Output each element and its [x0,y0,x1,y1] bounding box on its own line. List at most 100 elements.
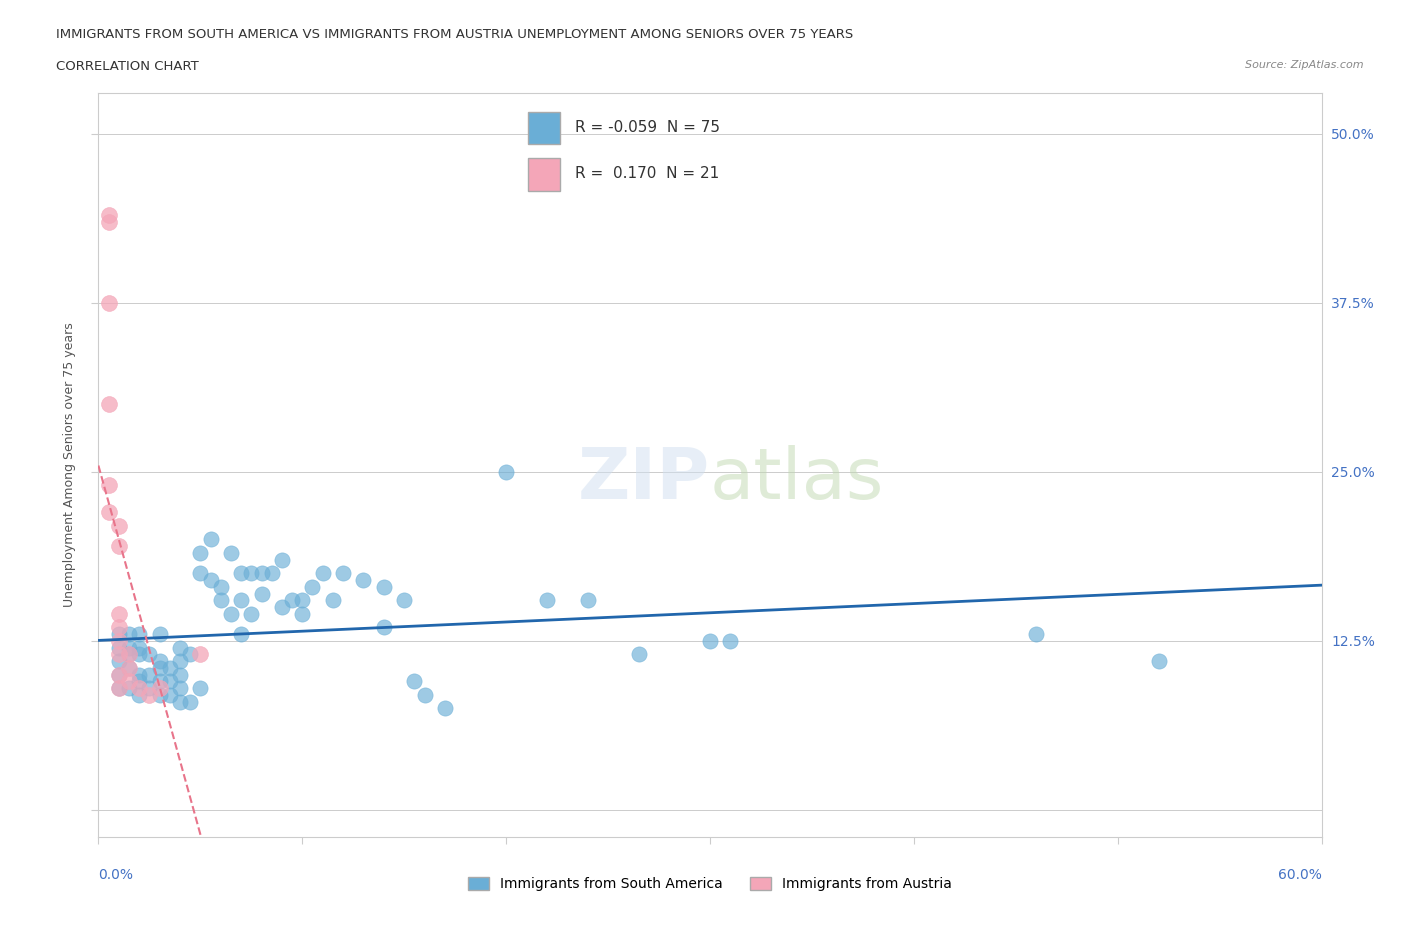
Point [188,565,212,580]
Point [291,592,314,607]
Point [128,687,150,702]
Point [118,640,141,655]
Point [97,397,120,412]
Point [332,565,354,580]
Point [169,667,191,682]
Point [108,633,131,648]
Point [118,627,141,642]
Text: ZIP: ZIP [578,445,710,514]
Point [149,627,172,642]
Point [159,674,181,689]
Point [576,592,599,607]
Point [149,687,172,702]
Point [149,681,172,696]
Point [404,674,426,689]
Point [1147,654,1170,669]
Point [118,681,141,696]
Point [495,464,517,479]
Text: R = -0.059  N = 75: R = -0.059 N = 75 [575,120,720,135]
Point [536,592,558,607]
Point [108,647,131,662]
Point [97,207,120,222]
Point [128,640,150,655]
Point [169,681,191,696]
Point [373,579,395,594]
Point [138,647,160,662]
Point [231,592,253,607]
Point [179,647,201,662]
Point [231,627,253,642]
Point [97,505,120,520]
Point [219,546,242,561]
Point [260,565,283,580]
Point [108,620,131,635]
Point [97,214,120,229]
FancyBboxPatch shape [529,158,560,191]
Point [138,681,160,696]
Point [434,701,457,716]
Point [270,552,294,567]
Point [250,565,273,580]
Point [108,667,131,682]
Point [188,681,212,696]
Point [108,640,131,655]
Point [108,681,131,696]
Point [138,667,160,682]
Point [128,647,150,662]
Point [108,627,131,642]
Point [627,647,650,662]
Point [118,660,141,675]
Point [128,674,150,689]
Point [240,565,263,580]
Point [108,538,131,553]
Point [118,647,141,662]
Point [108,654,131,669]
Text: 60.0%: 60.0% [1278,868,1322,882]
Text: 0.0%: 0.0% [98,868,134,882]
Point [200,573,222,588]
Point [149,654,172,669]
Point [108,667,131,682]
Point [301,579,323,594]
Point [169,695,191,710]
Point [97,478,120,493]
Point [118,647,141,662]
Point [291,606,314,621]
Point [720,633,742,648]
Point [179,695,201,710]
Point [128,667,150,682]
Point [1025,627,1047,642]
Text: atlas: atlas [710,445,884,514]
Text: CORRELATION CHART: CORRELATION CHART [56,60,200,73]
Point [209,592,232,607]
Text: IMMIGRANTS FROM SOUTH AMERICA VS IMMIGRANTS FROM AUSTRIA UNEMPLOYMENT AMONG SENI: IMMIGRANTS FROM SOUTH AMERICA VS IMMIGRA… [56,28,853,41]
Point [413,687,436,702]
Point [149,660,172,675]
Point [281,592,304,607]
Point [209,579,232,594]
Point [188,647,212,662]
Point [97,295,120,310]
Point [118,674,141,689]
Point [169,640,191,655]
Point [322,592,344,607]
Point [373,620,395,635]
Point [108,606,131,621]
Point [149,674,172,689]
Y-axis label: Unemployment Among Seniors over 75 years: Unemployment Among Seniors over 75 years [62,323,76,607]
Point [219,606,242,621]
Point [312,565,335,580]
Point [392,592,416,607]
Point [250,586,273,601]
Point [128,681,150,696]
Point [188,546,212,561]
Point [240,606,263,621]
Point [352,573,374,588]
Point [159,660,181,675]
Point [200,532,222,547]
Point [169,654,191,669]
Text: R =  0.170  N = 21: R = 0.170 N = 21 [575,166,720,181]
Point [159,687,181,702]
Point [128,627,150,642]
FancyBboxPatch shape [529,112,560,144]
